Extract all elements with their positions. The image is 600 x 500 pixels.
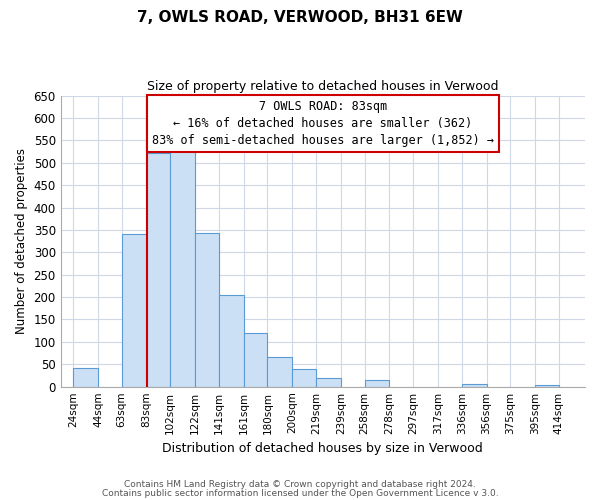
Text: Contains public sector information licensed under the Open Government Licence v : Contains public sector information licen… bbox=[101, 489, 499, 498]
Bar bbox=[365, 380, 389, 386]
Text: 7, OWLS ROAD, VERWOOD, BH31 6EW: 7, OWLS ROAD, VERWOOD, BH31 6EW bbox=[137, 10, 463, 25]
Bar bbox=[146, 153, 170, 386]
Title: Size of property relative to detached houses in Verwood: Size of property relative to detached ho… bbox=[147, 80, 499, 93]
Bar bbox=[462, 384, 487, 386]
Text: 7 OWLS ROAD: 83sqm
← 16% of detached houses are smaller (362)
83% of semi-detach: 7 OWLS ROAD: 83sqm ← 16% of detached hou… bbox=[152, 100, 494, 147]
Text: Contains HM Land Registry data © Crown copyright and database right 2024.: Contains HM Land Registry data © Crown c… bbox=[124, 480, 476, 489]
Bar bbox=[195, 232, 219, 386]
X-axis label: Distribution of detached houses by size in Verwood: Distribution of detached houses by size … bbox=[163, 442, 483, 455]
Bar bbox=[219, 295, 244, 386]
Bar bbox=[268, 356, 292, 386]
Bar bbox=[292, 369, 316, 386]
Bar bbox=[244, 333, 268, 386]
Bar bbox=[170, 146, 195, 386]
Bar bbox=[73, 368, 98, 386]
Bar bbox=[122, 234, 146, 386]
Y-axis label: Number of detached properties: Number of detached properties bbox=[15, 148, 28, 334]
Bar bbox=[316, 378, 341, 386]
